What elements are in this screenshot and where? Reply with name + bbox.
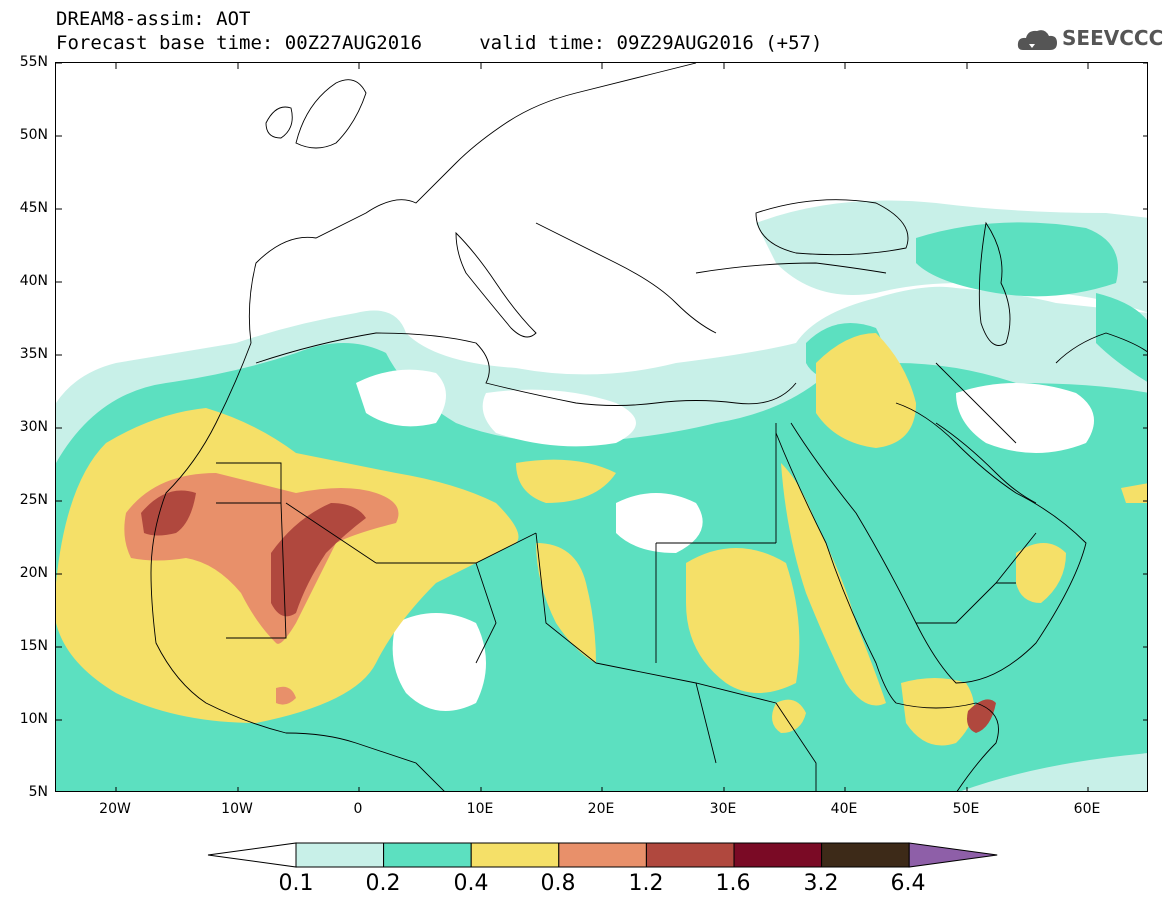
aot-band-1-2 [141, 490, 996, 733]
map-panel [55, 62, 1148, 792]
lat-label-35n: 35N [19, 346, 48, 362]
lat-label-50n: 50N [19, 127, 48, 143]
lon-label-0: 0 [353, 801, 363, 817]
lon-label-60e: 60E [1073, 801, 1101, 817]
lon-label-10w: 10W [221, 801, 253, 817]
colorbar-segment [821, 842, 910, 868]
colorbar-segment [295, 842, 385, 868]
aot-band-0-4 [56, 333, 1147, 746]
colorbar-arrow-low [207, 842, 297, 868]
colorbar-label-3-2: 3.2 [803, 871, 839, 896]
lat-label-40n: 40N [19, 273, 48, 289]
colorbar-label-0-2: 0.2 [365, 871, 401, 896]
colorbar-segment [733, 842, 823, 868]
lon-label-20w: 20W [99, 801, 131, 817]
colorbar-segment [383, 842, 472, 868]
map-title: DREAM8-assim: AOT [56, 8, 251, 30]
colorbar-label-1-2: 1.2 [628, 871, 664, 896]
cloud-icon [1017, 30, 1057, 50]
lat-label-55n: 55N [19, 54, 48, 70]
aot-map [56, 63, 1147, 791]
lon-label-40e: 40E [830, 801, 858, 817]
colorbar-segment [645, 842, 735, 868]
colorbar-label-0-1: 0.1 [278, 871, 314, 896]
lon-label-20e: 20E [587, 801, 615, 817]
forecast-time-label: Forecast base time: 00Z27AUG2016 valid t… [56, 32, 823, 54]
colorbar-label-0-8: 0.8 [540, 871, 576, 896]
lat-label-5n: 5N [28, 784, 48, 800]
lat-label-25n: 25N [19, 492, 48, 508]
colorbar-segment [470, 842, 560, 868]
lon-label-30e: 30E [709, 801, 737, 817]
colorbar-segment [558, 842, 647, 868]
lat-label-20n: 20N [19, 565, 48, 581]
graticule [56, 63, 1147, 791]
coastlines-and-borders [150, 63, 1147, 791]
colorbar-arrow-high [908, 842, 998, 868]
colorbar-label-1-6: 1.6 [715, 871, 751, 896]
lat-label-15n: 15N [19, 638, 48, 654]
logo-text: SEEVCCC [1062, 26, 1164, 50]
clear-areas [356, 369, 1094, 711]
lat-label-45n: 45N [19, 200, 48, 216]
lon-label-50e: 50E [952, 801, 980, 817]
colorbar-label-6-4: 6.4 [890, 871, 926, 896]
lat-label-30n: 30N [19, 419, 48, 435]
colorbar-label-0-4: 0.4 [453, 871, 489, 896]
lat-label-10n: 10N [19, 711, 48, 727]
lon-label-10e: 10E [466, 801, 494, 817]
